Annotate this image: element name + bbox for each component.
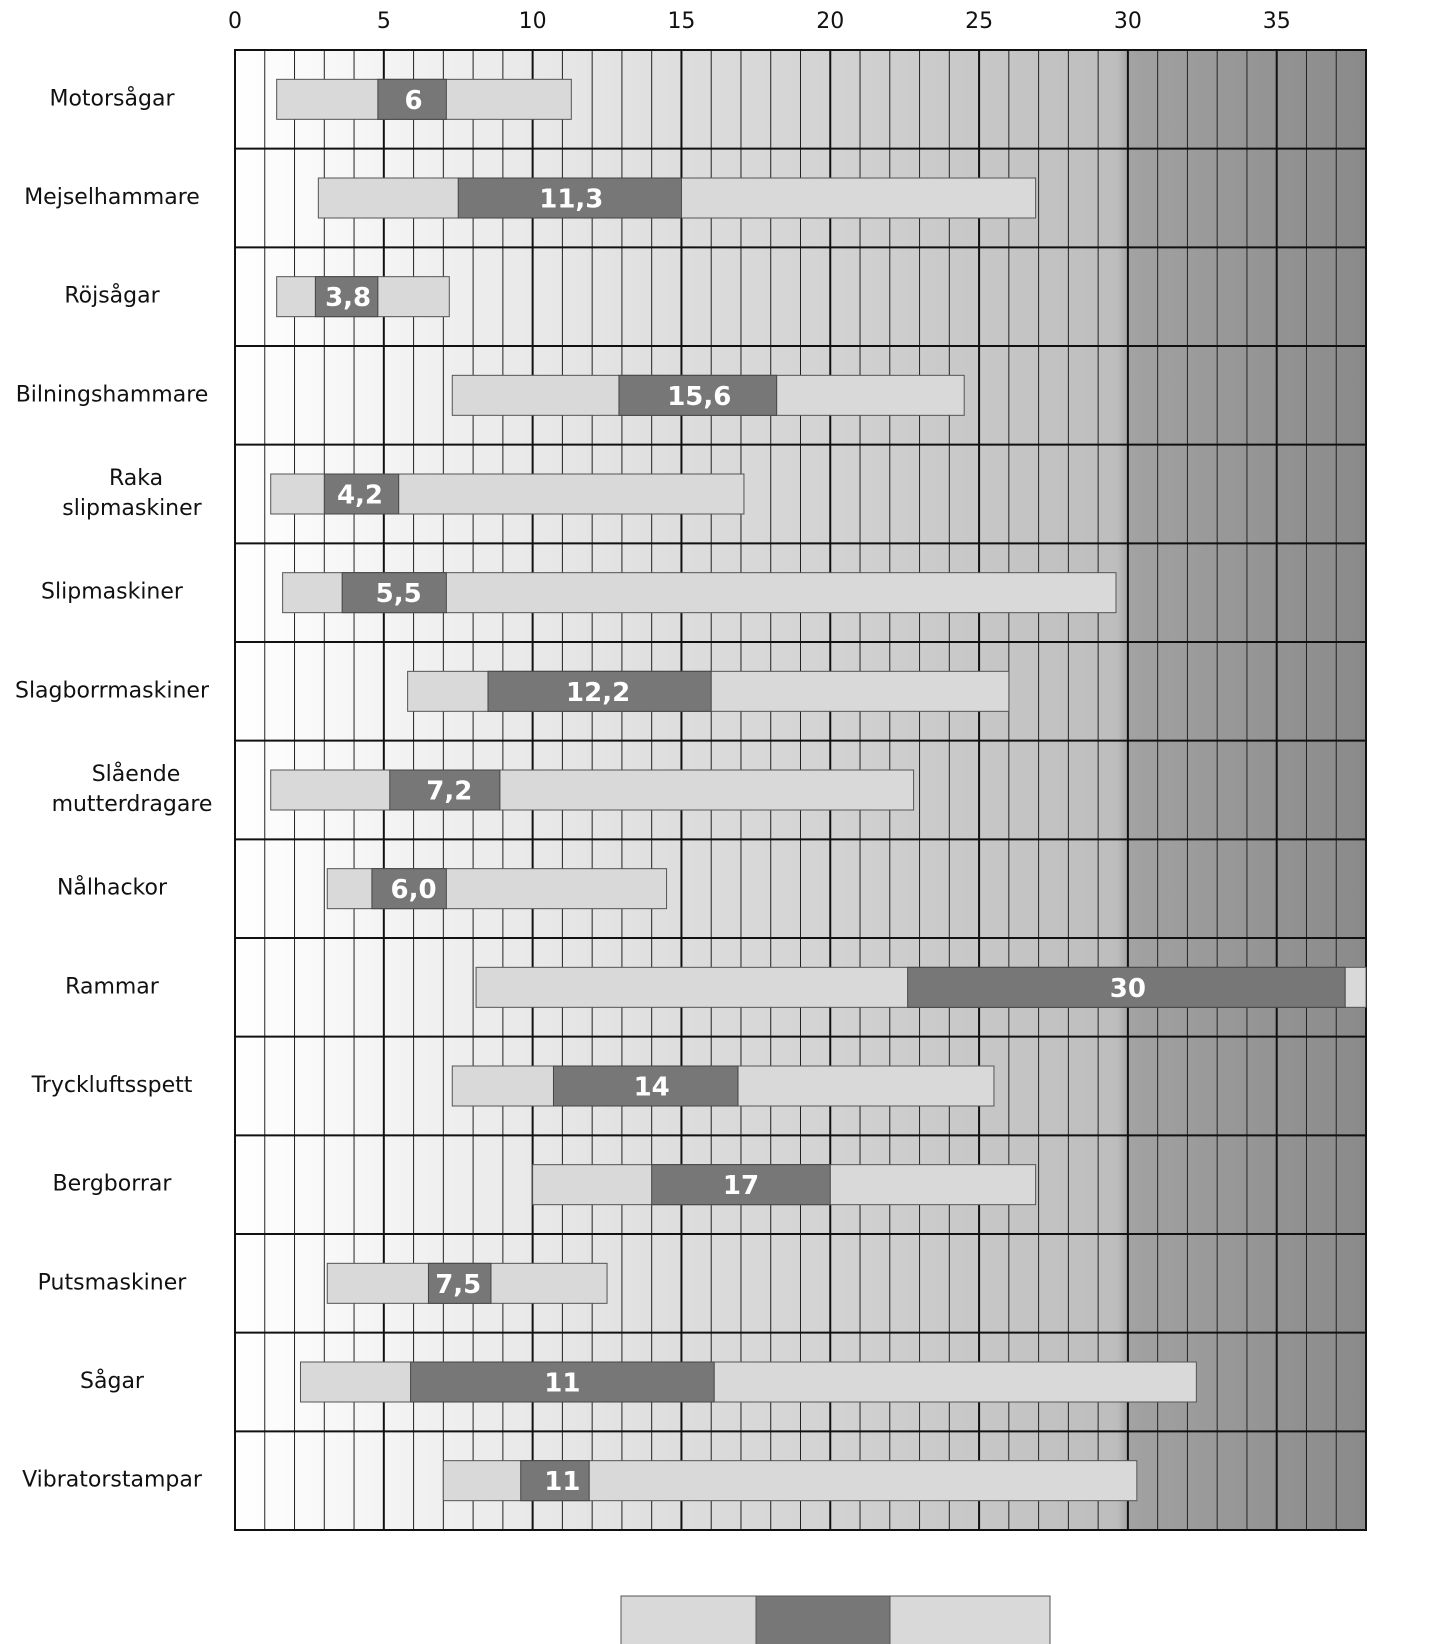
value-label: 3,8 [325, 283, 371, 313]
category-label: Bergborrar [53, 1172, 173, 1197]
value-label: 7,2 [426, 777, 472, 807]
category-label: Slagborrmaskiner [15, 678, 210, 703]
chart: 0 5 10 15 20 25 30 35 Motorsågar 6 Mejselhammare 11… [0, 0, 1440, 1644]
category-label: Vibratorstampar [22, 1468, 203, 1493]
x-tick-label: 15 [667, 9, 695, 34]
x-tick-label: 5 [377, 9, 391, 34]
value-label: 14 [634, 1073, 670, 1103]
category-label: Mejselhammare [24, 185, 200, 210]
value-label: 11 [544, 1467, 580, 1497]
value-label: 12,2 [566, 678, 630, 708]
x-tick-label: 0 [228, 9, 242, 34]
category-label: Sågar [80, 1368, 145, 1394]
category-label: Röjsågar [64, 283, 160, 309]
category-label: Tryckluftsspett [31, 1073, 193, 1098]
range-bar [271, 770, 914, 810]
value-label: 7,5 [435, 1270, 481, 1300]
value-label: 11,3 [539, 185, 603, 215]
legend-fragment [621, 1596, 1050, 1644]
category-label: Putsmaskiner [38, 1270, 188, 1295]
x-tick-label: 10 [519, 9, 547, 34]
value-label: 4,2 [337, 481, 383, 511]
category-label: Slipmaskiner [41, 580, 184, 605]
value-label: 15,6 [667, 382, 731, 412]
x-tick-label: 20 [816, 9, 844, 34]
value-label: 5,5 [376, 579, 422, 609]
value-label: 6,0 [391, 875, 437, 905]
value-label: 17 [723, 1171, 759, 1201]
category-label: Nålhackor [57, 875, 168, 901]
value-label: 30 [1110, 974, 1146, 1004]
category-label: Bilningshammare [16, 382, 209, 407]
x-tick-label: 30 [1114, 9, 1142, 34]
value-label: 11 [544, 1369, 580, 1399]
category-label: Rammar [65, 974, 160, 999]
value-label: 6 [405, 86, 423, 116]
x-tick-label: 35 [1263, 9, 1291, 34]
x-tick-label: 25 [965, 9, 993, 34]
category-label: Motorsågar [49, 85, 175, 111]
